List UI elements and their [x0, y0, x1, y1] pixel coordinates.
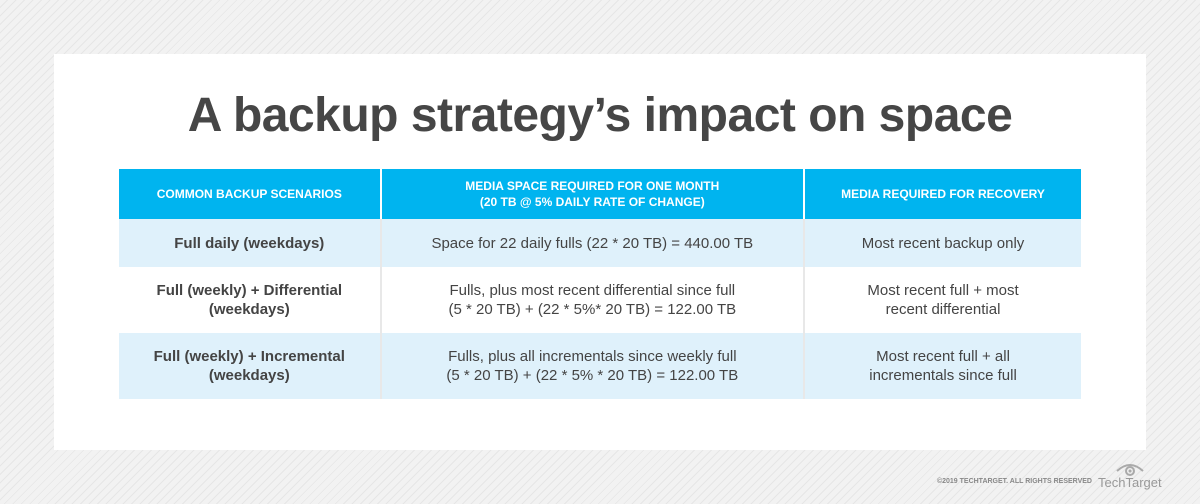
eye-icon — [1116, 464, 1144, 476]
cell-space: Fulls, plus most recent differential sin… — [379, 267, 806, 333]
cell-scenario: Full (weekly) + Differential (weekdays) — [119, 267, 382, 333]
line: Most recent full + all — [876, 348, 1010, 365]
header-scenarios: Common backup scenarios — [119, 169, 382, 219]
line: (5 * 20 TB) + (22 * 5% * 20 TB) = 122.00… — [446, 367, 739, 384]
line: Fulls, plus all incrementals since weekl… — [448, 348, 737, 365]
cell-scenario: Full (weekly) + Incremental (weekdays) — [119, 333, 382, 399]
header-space-line2: (20 TB @ 5% daily rate of change) — [479, 195, 705, 209]
cell-scenario: Full daily (weekdays) — [119, 219, 382, 267]
table-row: Full (weekly) + Incremental (weekdays) Fu… — [119, 333, 1081, 399]
cell-recovery: Most recent backup only — [803, 219, 1081, 267]
cell-recovery: Most recent full + all incrementals since… — [803, 333, 1081, 399]
line: Fulls, plus most recent differential sin… — [449, 282, 736, 299]
line: (5 * 20 TB) + (22 * 5%* 20 TB) = 122.00 … — [448, 301, 737, 318]
page-title: A backup strategy’s impact on space — [187, 89, 1013, 142]
line: Full (weekly) + Incremental — [153, 348, 345, 365]
header-space: Media space required for one month (20 TB… — [379, 169, 806, 219]
line: recent differential — [885, 301, 1001, 318]
line: incrementals since full — [869, 367, 1017, 384]
line: (weekdays) — [208, 367, 290, 384]
backup-table: Common backup scenarios Media space requ… — [119, 169, 1081, 399]
table-row: Full (weekly) + Differential (weekdays) F… — [119, 267, 1081, 333]
table-row: Full daily (weekdays) Space for 22 daily… — [119, 219, 1081, 267]
logo-text: TechTarget — [1098, 475, 1162, 490]
cell-space: Space for 22 daily fulls (22 * 20 TB) = … — [379, 219, 806, 267]
cell-space: Fulls, plus all incrementals since weekl… — [379, 333, 806, 399]
techtarget-logo: TechTarget — [1098, 462, 1162, 490]
header-row: Common backup scenarios Media space requ… — [119, 169, 1081, 219]
cell-recovery: Most recent full + most recent differenti… — [803, 267, 1081, 333]
line: Most recent full + most — [867, 282, 1019, 299]
line: Full (weekly) + Differential — [156, 282, 343, 299]
header-space-line1: Media space required for one month — [465, 179, 720, 193]
copyright: ©2019 TECHTARGET. ALL RIGHTS RESERVED — [936, 478, 1092, 485]
line: (weekdays) — [208, 301, 290, 318]
header-recovery: Media required for recovery — [803, 169, 1081, 219]
